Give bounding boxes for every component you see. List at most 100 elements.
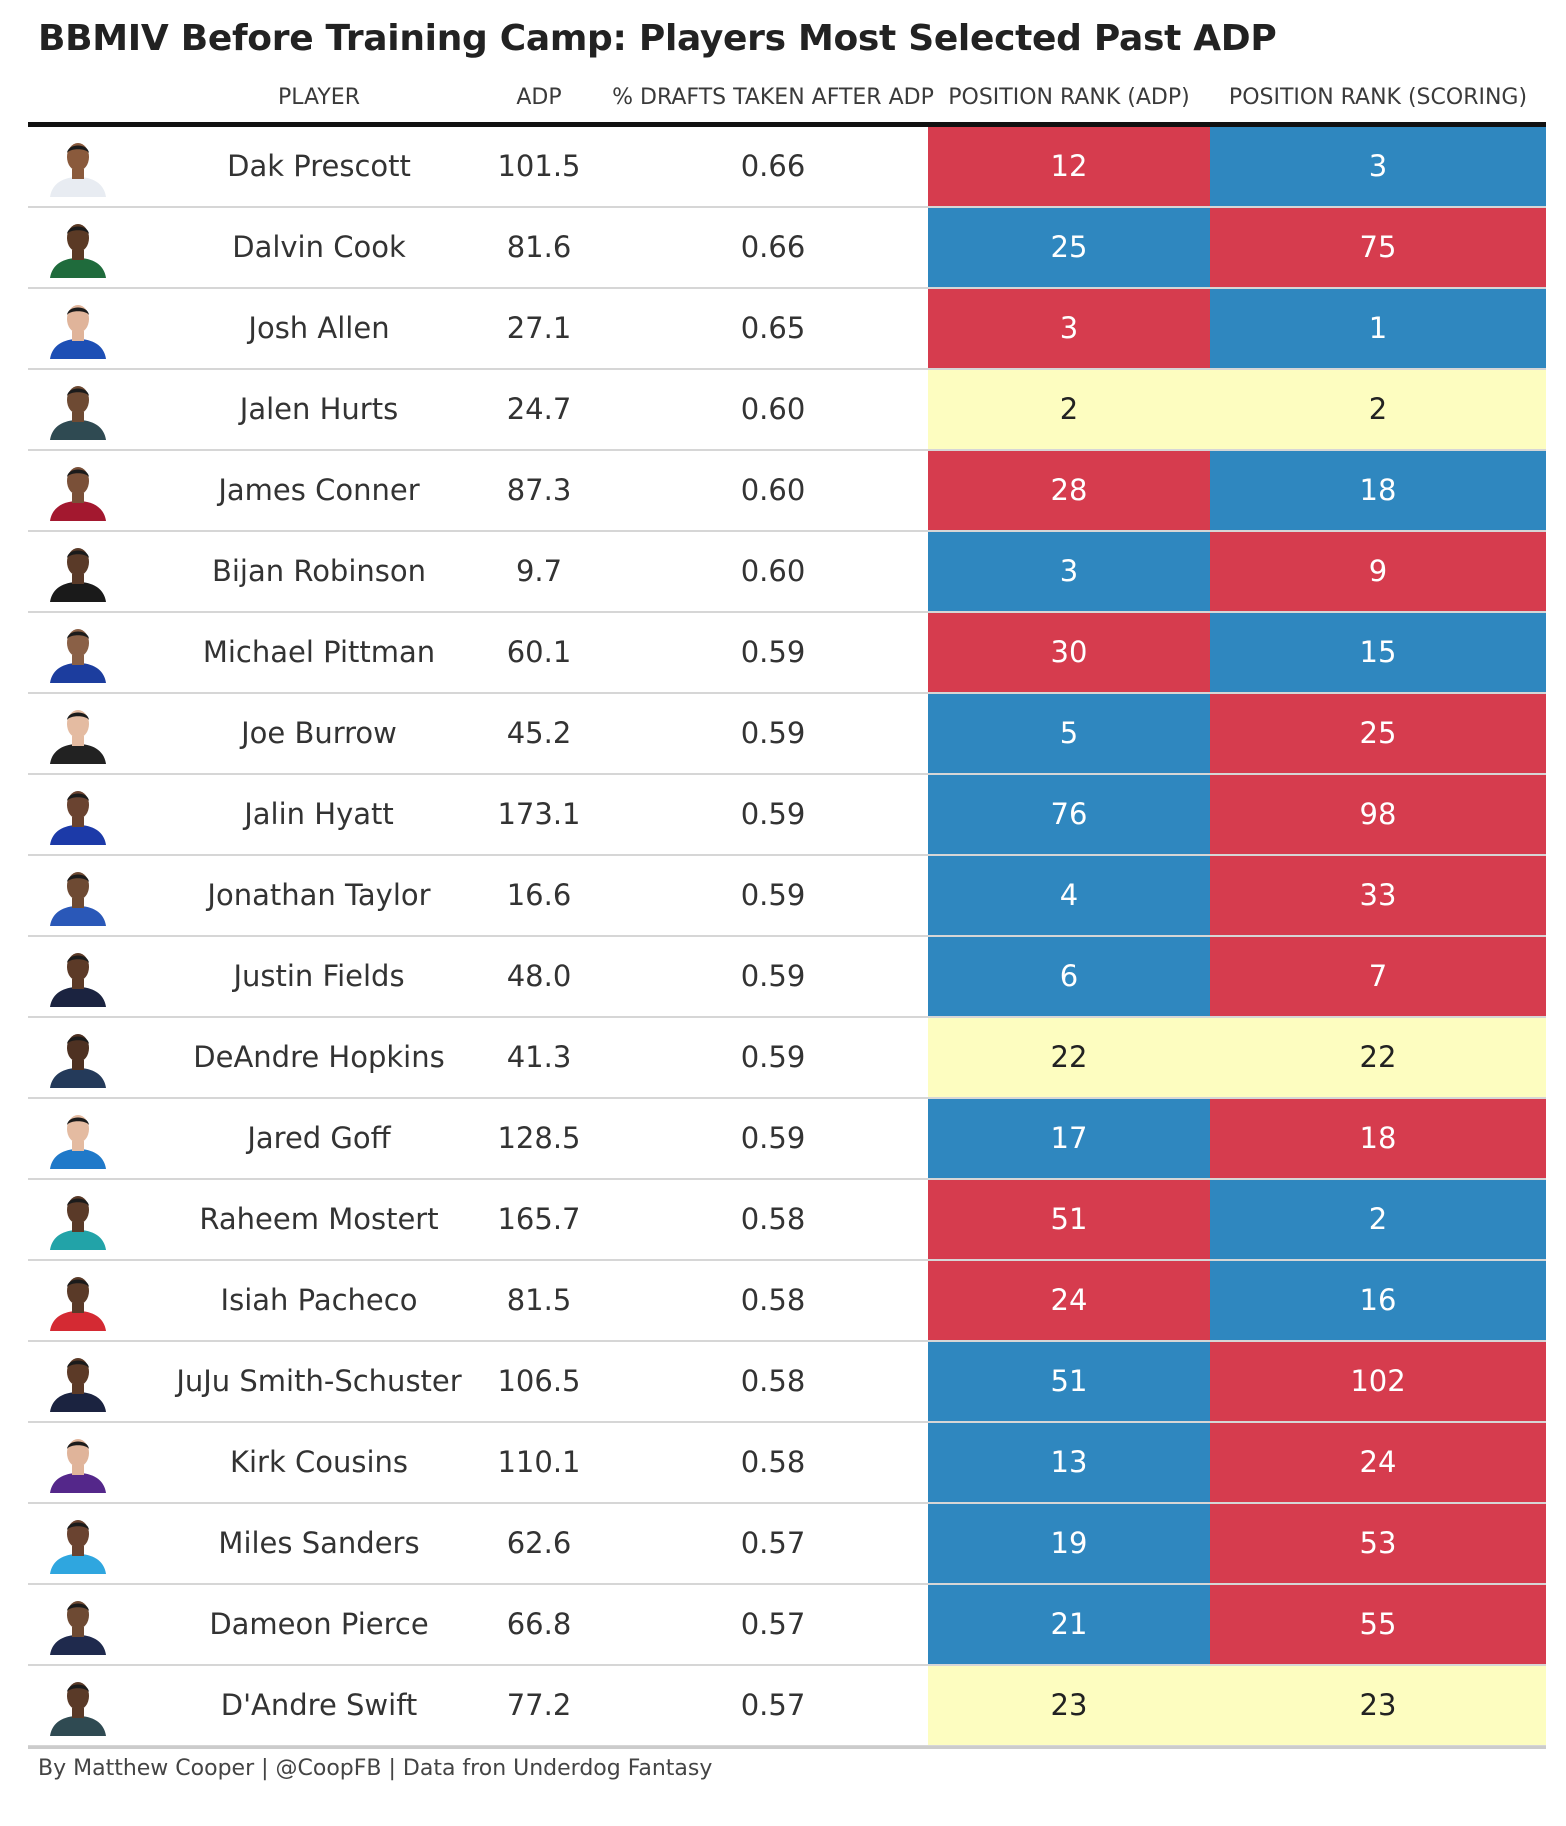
- position-rank-scoring: 25: [1210, 694, 1546, 773]
- player-headshot: [42, 299, 114, 359]
- player-name: Jonathan Taylor: [207, 878, 431, 912]
- position-rank-scoring: 9: [1210, 532, 1546, 611]
- player-headshot: [42, 785, 114, 845]
- position-rank-scoring: 18: [1210, 1099, 1546, 1178]
- position-rank-scoring: 75: [1210, 208, 1546, 287]
- position-rank-adp: 19: [928, 1504, 1210, 1583]
- table-row: Raheem Mostert 165.7 0.58 51 2: [28, 1180, 1546, 1261]
- position-rank-scoring: 33: [1210, 856, 1546, 935]
- pct-drafts-value: 0.59: [740, 797, 806, 831]
- pct-drafts-value: 0.58: [740, 1445, 806, 1479]
- pct-drafts-value: 0.57: [740, 1688, 806, 1722]
- pct-drafts-value: 0.60: [740, 473, 806, 507]
- pct-drafts-value: 0.58: [740, 1364, 806, 1398]
- adp-value: 48.0: [506, 959, 572, 993]
- table-row: Michael Pittman 60.1 0.59 30 15: [28, 613, 1546, 694]
- adp-value: 81.6: [506, 230, 572, 264]
- table-row: DeAndre Hopkins 41.3 0.59 22 22: [28, 1018, 1546, 1099]
- player-photo-cell: [28, 937, 130, 1016]
- adp-value: 60.1: [506, 635, 572, 669]
- pct-drafts-value: 0.59: [740, 1121, 806, 1155]
- adp-value: 87.3: [506, 473, 572, 507]
- adp-value: 45.2: [506, 716, 572, 750]
- player-headshot: [42, 1433, 114, 1493]
- table-row: Jalin Hyatt 173.1 0.59 76 98: [28, 775, 1546, 856]
- position-rank-adp: 3: [928, 532, 1210, 611]
- adp-value: 173.1: [497, 797, 581, 831]
- pct-drafts-value: 0.66: [740, 149, 806, 183]
- column-header-position-rank-scoring: POSITION RANK (SCORING): [1228, 85, 1528, 110]
- position-rank-adp: 21: [928, 1585, 1210, 1664]
- table-row: Bijan Robinson 9.7 0.60 3 9: [28, 532, 1546, 613]
- pct-drafts-value: 0.58: [740, 1283, 806, 1317]
- position-rank-scoring: 23: [1210, 1666, 1546, 1745]
- player-photo-cell: [28, 1099, 130, 1178]
- player-photo-cell: [28, 370, 130, 449]
- player-name: Bijan Robinson: [211, 554, 427, 588]
- player-headshot: [42, 542, 114, 602]
- player-headshot: [42, 1190, 114, 1250]
- player-photo-cell: [28, 1423, 130, 1502]
- player-name: Dak Prescott: [227, 149, 411, 183]
- position-rank-adp: 3: [928, 289, 1210, 368]
- adp-value: 16.6: [506, 878, 572, 912]
- adp-value: 81.5: [506, 1283, 572, 1317]
- table-row: Justin Fields 48.0 0.59 6 7: [28, 937, 1546, 1018]
- player-name: Dameon Pierce: [209, 1607, 429, 1641]
- player-name: Justin Fields: [233, 959, 405, 993]
- position-rank-adp: 51: [928, 1342, 1210, 1421]
- player-photo-cell: [28, 451, 130, 530]
- player-headshot: [42, 947, 114, 1007]
- adp-value: 9.7: [515, 554, 563, 588]
- player-headshot: [42, 866, 114, 926]
- position-rank-scoring: 1: [1210, 289, 1546, 368]
- position-rank-scoring: 16: [1210, 1261, 1546, 1340]
- pct-drafts-value: 0.59: [740, 635, 806, 669]
- player-photo-cell: [28, 1666, 130, 1745]
- table-row: Isiah Pacheco 81.5 0.58 24 16: [28, 1261, 1546, 1342]
- table-header: PLAYER ADP % DRAFTS TAKEN AFTER ADP POSI…: [28, 78, 1546, 122]
- player-name: Jalin Hyatt: [244, 797, 394, 831]
- position-rank-adp: 23: [928, 1666, 1210, 1745]
- adp-value: 106.5: [497, 1364, 581, 1398]
- player-name: Josh Allen: [248, 311, 390, 345]
- table-row: James Conner 87.3 0.60 28 18: [28, 451, 1546, 532]
- table-row: Jonathan Taylor 16.6 0.59 4 33: [28, 856, 1546, 937]
- table-row: Jared Goff 128.5 0.59 17 18: [28, 1099, 1546, 1180]
- footer-rule: [28, 1746, 1546, 1749]
- player-headshot: [42, 1271, 114, 1331]
- player-photo-cell: [28, 532, 130, 611]
- table-row: Dalvin Cook 81.6 0.66 25 75: [28, 208, 1546, 289]
- player-photo-cell: [28, 1018, 130, 1097]
- position-rank-adp: 25: [928, 208, 1210, 287]
- player-headshot: [42, 1028, 114, 1088]
- player-name: Michael Pittman: [202, 635, 436, 669]
- position-rank-adp: 2: [928, 370, 1210, 449]
- position-rank-adp: 4: [928, 856, 1210, 935]
- player-photo-cell: [28, 856, 130, 935]
- position-rank-adp: 30: [928, 613, 1210, 692]
- position-rank-adp: 17: [928, 1099, 1210, 1178]
- table-row: D'Andre Swift 77.2 0.57 23 23: [28, 1666, 1546, 1747]
- column-header-position-rank-adp: POSITION RANK (ADP): [948, 85, 1190, 110]
- pct-drafts-value: 0.65: [740, 311, 806, 345]
- player-name: Jalen Hurts: [239, 392, 399, 426]
- player-name: Joe Burrow: [241, 716, 397, 750]
- pct-drafts-value: 0.59: [740, 1040, 806, 1074]
- adp-value: 128.5: [497, 1121, 581, 1155]
- position-rank-scoring: 18: [1210, 451, 1546, 530]
- player-photo-cell: [28, 1180, 130, 1259]
- player-photo-cell: [28, 1261, 130, 1340]
- player-headshot: [42, 1352, 114, 1412]
- position-rank-adp: 28: [928, 451, 1210, 530]
- player-photo-cell: [28, 613, 130, 692]
- player-name: Miles Sanders: [218, 1526, 420, 1560]
- column-header-player: PLAYER: [278, 85, 360, 110]
- table-row: JuJu Smith-Schuster 106.5 0.58 51 102: [28, 1342, 1546, 1423]
- position-rank-adp: 12: [928, 127, 1210, 206]
- pct-drafts-value: 0.57: [740, 1607, 806, 1641]
- position-rank-scoring: 2: [1210, 370, 1546, 449]
- adp-value: 41.3: [506, 1040, 572, 1074]
- position-rank-scoring: 55: [1210, 1585, 1546, 1664]
- table-row: Miles Sanders 62.6 0.57 19 53: [28, 1504, 1546, 1585]
